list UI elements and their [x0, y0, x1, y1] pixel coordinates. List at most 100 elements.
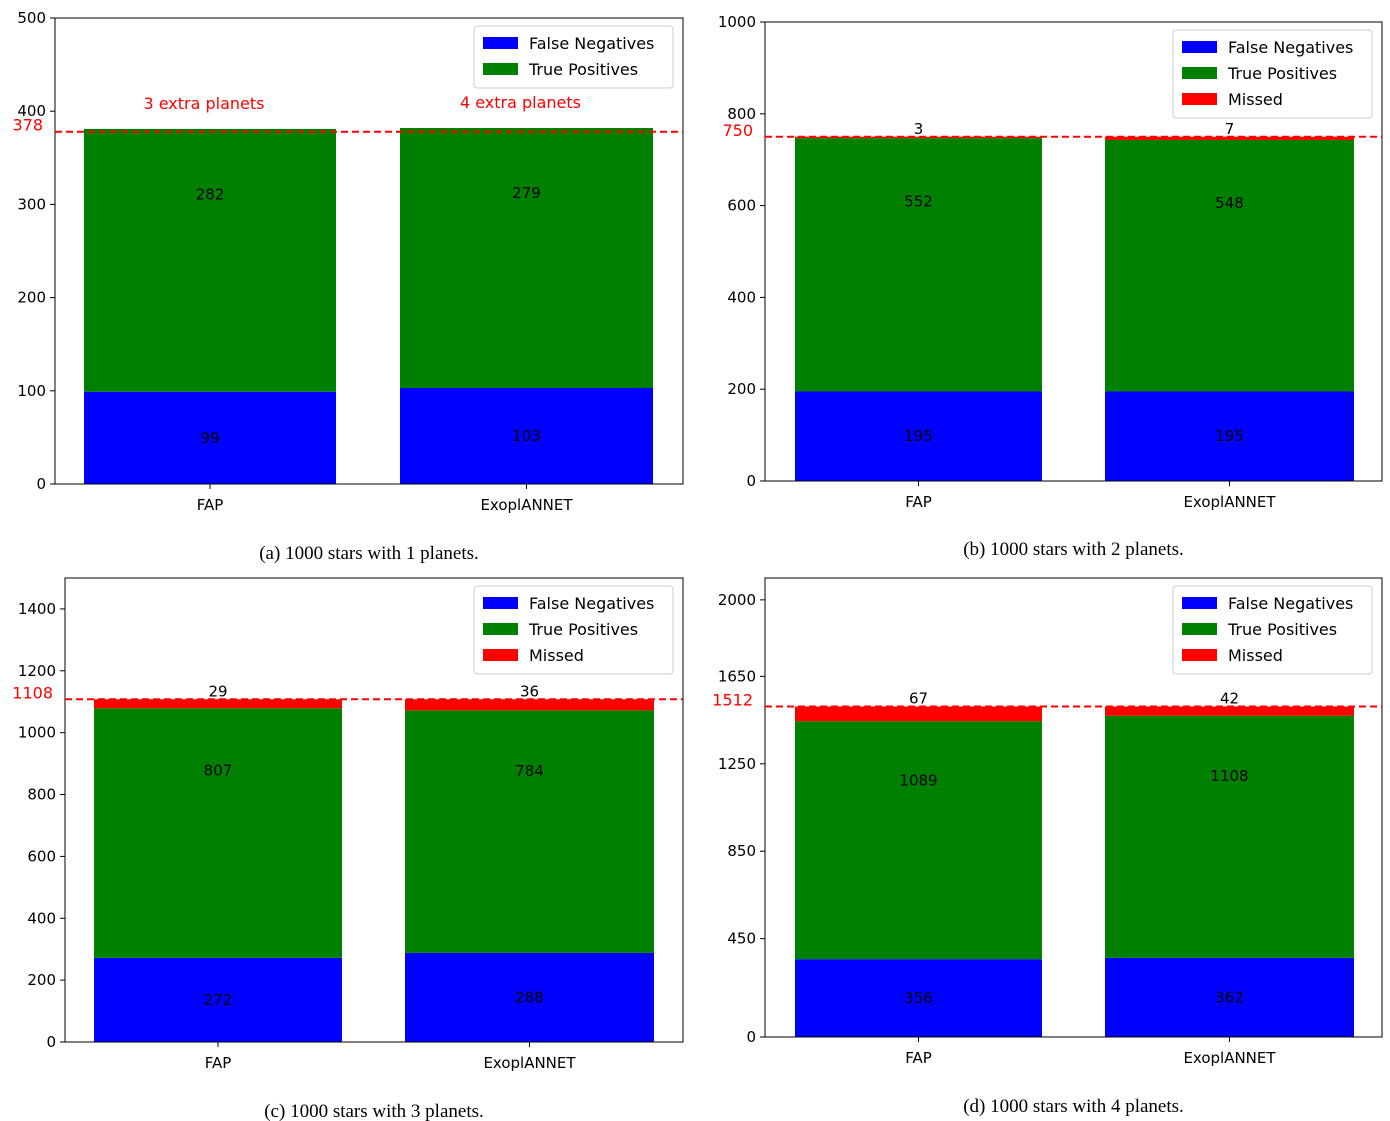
caption: (a) 1000 stars with 1 planets. [259, 543, 479, 564]
reference-line-label: 1512 [712, 691, 753, 710]
y-tick-label: 600 [27, 847, 56, 865]
reference-line-label: 750 [722, 121, 753, 140]
chart-panel-a: 0 100 200 300 400 500 FAP ExoplANNET 378 99 282 3 e… [12, 9, 684, 564]
bar-true-positives-exoplannet [405, 710, 654, 953]
legend-swatch-missed [1182, 649, 1217, 661]
x-tick-label: FAP [905, 1049, 932, 1067]
y-tick-label: 1200 [18, 662, 56, 680]
plot-frame [64, 577, 684, 1043]
legend-swatch-true-positives [483, 623, 518, 635]
legend-label-false-negatives: False Negatives [529, 594, 654, 613]
legend-swatch-false-negatives [483, 597, 518, 609]
legend [473, 585, 674, 675]
y-tick-label: 1000 [718, 13, 756, 31]
caption: (b) 1000 stars with 2 planets. [963, 539, 1184, 560]
x-tick-label: FAP [205, 1054, 232, 1072]
y-tick-label: 0 [46, 1033, 56, 1051]
data-label-true-positives: 548 [1215, 194, 1244, 212]
y-tick-label: 600 [727, 197, 756, 215]
bar-missed-fap [795, 136, 1042, 139]
legend-swatch-missed [1182, 93, 1217, 105]
legend-label-missed: Missed [529, 646, 584, 665]
data-label-missed: 67 [909, 690, 928, 708]
x-tick-label: ExoplANNET [483, 1054, 576, 1072]
bar-missed-exoplannet [1105, 706, 1354, 716]
legend-label-true-positives: True Positives [1227, 620, 1337, 639]
legend-swatch-true-positives [1182, 623, 1217, 635]
legend-label-missed: Missed [1228, 90, 1283, 109]
bar-true-positives-exoplannet [400, 127, 653, 389]
bar-missed-exoplannet [405, 699, 654, 711]
y-tick-label: 200 [27, 971, 56, 989]
bar-false-negatives-fap [795, 959, 1042, 1037]
data-label-missed: 42 [1220, 690, 1239, 708]
caption: (c) 1000 stars with 3 planets. [264, 1101, 484, 1121]
legend [473, 25, 674, 89]
x-tick-label: ExoplANNET [1183, 1049, 1276, 1067]
y-tick-label: 400 [17, 102, 46, 120]
y-tick-label: 0 [746, 472, 756, 490]
bar-missed-exoplannet [1105, 136, 1354, 140]
y-tick-label: 850 [727, 842, 756, 860]
bar-true-positives-exoplannet [1105, 139, 1354, 392]
data-label-false-negatives: 99 [200, 429, 219, 447]
y-tick-label: 1650 [718, 667, 756, 685]
data-label-true-positives: 279 [512, 184, 541, 202]
chart-panel-b: 0 200 400 600 800 1000 FAP ExoplANNET 750 195 552 3… [718, 13, 1383, 560]
reference-line-label: 378 [12, 116, 43, 135]
bar-true-positives-fap [795, 721, 1042, 960]
y-tick-label: 300 [17, 195, 46, 213]
bar-false-negatives-exoplannet [1105, 957, 1354, 1037]
bar-true-positives-fap [94, 708, 342, 958]
caption: (d) 1000 stars with 4 planets. [963, 1096, 1184, 1117]
y-tick-label: 400 [727, 288, 756, 306]
reference-line-label: 1108 [12, 683, 53, 702]
plot-frame [764, 21, 1383, 482]
legend-swatch-missed [483, 649, 518, 661]
data-label-false-negatives: 288 [515, 988, 544, 1006]
y-tick-label: 2000 [718, 591, 756, 609]
y-tick-label: 800 [27, 786, 56, 804]
plot-frame [764, 577, 1383, 1038]
data-label-false-negatives: 272 [204, 991, 233, 1009]
data-label-missed: 7 [1225, 120, 1235, 138]
legend-label-false-negatives: False Negatives [529, 34, 654, 53]
y-tick-label: 0 [746, 1028, 756, 1046]
y-tick-label: 1000 [18, 724, 56, 742]
data-label-true-positives: 1108 [1210, 767, 1248, 785]
y-tick-label: 1250 [718, 755, 756, 773]
y-tick-label: 100 [17, 382, 46, 400]
x-tick-label: FAP [197, 496, 224, 514]
chart-panel-c: 0 200 400 600 800 1000 1200 1400 FAP ExoplANNET 11… [12, 577, 684, 1121]
data-label-false-negatives: 356 [904, 989, 933, 1007]
legend-label-false-negatives: False Negatives [1228, 38, 1353, 57]
y-tick-label: 1400 [18, 600, 56, 618]
bar-false-negatives-exoplannet [1105, 391, 1354, 481]
legend-label-true-positives: True Positives [528, 620, 638, 639]
data-label-missed: 29 [208, 682, 227, 700]
y-tick-label: 200 [17, 289, 46, 307]
legend-label-true-positives: True Positives [528, 60, 638, 79]
legend-swatch-false-negatives [1182, 41, 1217, 53]
plot-frame [54, 17, 684, 485]
data-label-missed: 36 [520, 682, 539, 700]
extra-planets-label: 3 extra planets [143, 94, 264, 113]
bar-false-negatives-exoplannet [400, 388, 653, 484]
data-label-false-negatives: 103 [512, 427, 541, 445]
bar-missed-fap [94, 699, 342, 709]
data-label-missed: 3 [914, 120, 924, 138]
chart-panel-d: 0 450 850 1250 1650 2000 FAP ExoplANNET 1512 356 1… [712, 577, 1383, 1117]
legend-label-true-positives: True Positives [1227, 64, 1337, 83]
data-label-false-negatives: 195 [904, 427, 933, 445]
bar-false-negatives-fap [94, 957, 342, 1042]
y-tick-label: 200 [727, 380, 756, 398]
bar-false-negatives-fap [795, 391, 1042, 481]
data-label-true-positives: 784 [515, 762, 544, 780]
x-tick-label: ExoplANNET [480, 496, 573, 514]
bar-missed-fap [795, 706, 1042, 722]
legend-label-false-negatives: False Negatives [1228, 594, 1353, 613]
bar-false-negatives-exoplannet [405, 952, 654, 1042]
legend-swatch-false-negatives [483, 37, 518, 49]
y-tick-label: 800 [727, 105, 756, 123]
extra-planets-label: 4 extra planets [460, 93, 581, 112]
